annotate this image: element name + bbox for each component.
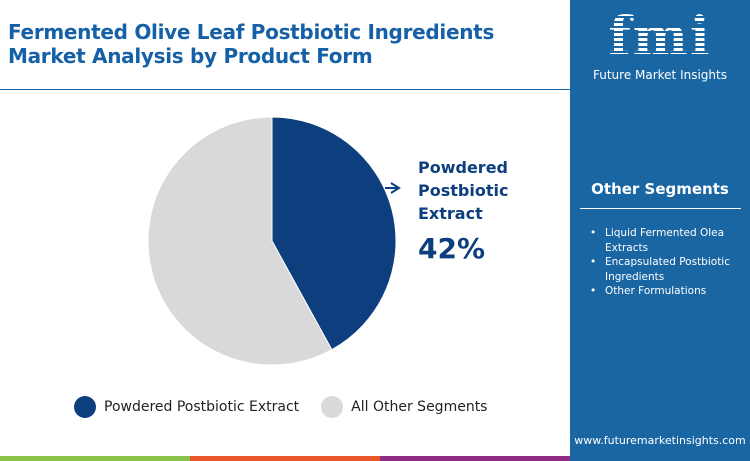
legend-label: Powdered Postbiotic Extract [104,399,300,415]
callout-value: 42% [418,232,486,265]
legend-label: All Other Segments [351,399,488,415]
callout-line: Postbiotic [418,181,509,200]
legend-swatch [321,396,344,418]
sidebar: fmi Future Market Insights Other Segment… [570,0,750,461]
list-item: Other Formulations [590,284,750,299]
other-segments-divider [580,208,741,209]
list-item: Encapsulated Postbiotic Ingredients [590,255,750,284]
other-segments-title: Other Segments [591,180,729,198]
callout-arrow-icon [385,182,401,194]
fmi-logo: fmi Future Market Insights [570,8,750,83]
callout-line: Powdered [418,158,508,177]
other-segments-list: Liquid Fermented Olea Extracts Encapsula… [590,226,750,299]
pie-slice-0 [271,116,397,351]
footer-bar-orange [190,456,380,461]
callout: Powdered Postbiotic Extract 42% [418,156,509,265]
logo-mark: fmi [570,8,750,66]
pie-chart [147,116,401,366]
pie-slice-1 [147,116,333,366]
list-item: Liquid Fermented Olea Extracts [590,226,750,255]
chart-title: Fermented Olive Leaf Postbiotic Ingredie… [8,20,495,68]
callout-line: Extract [418,204,483,223]
website-url[interactable]: www.futuremarketinsights.com [574,434,746,447]
title-divider [0,89,570,90]
legend: Powdered Postbiotic Extract All Other Se… [74,396,487,418]
legend-swatch [74,396,96,418]
logo-subtitle: Future Market Insights [592,68,727,82]
footer-bar-purple [380,456,570,461]
footer-bar-green [0,456,190,461]
